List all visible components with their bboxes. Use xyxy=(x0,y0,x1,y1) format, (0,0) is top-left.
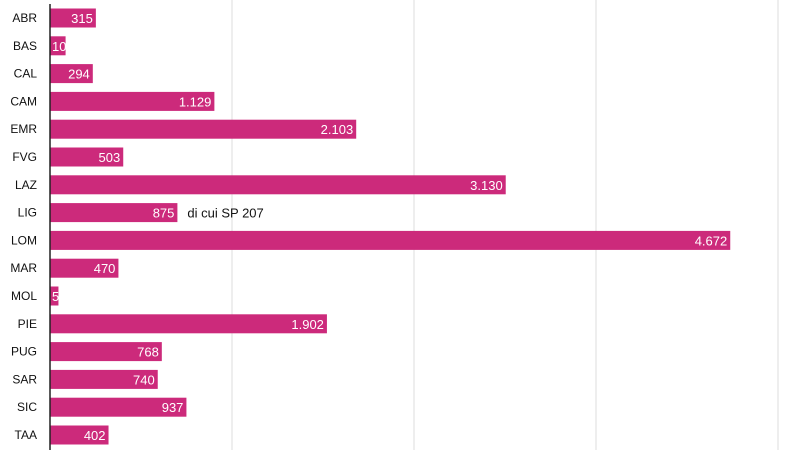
category-label-mol: MOL xyxy=(11,289,37,303)
value-label-lig: 875 xyxy=(153,206,175,221)
bar-bas xyxy=(50,36,66,56)
value-label-pug: 768 xyxy=(137,345,159,360)
category-label-mar: MAR xyxy=(10,261,37,275)
value-label-lom: 4.672 xyxy=(695,233,728,248)
category-label-lom: LOM xyxy=(11,233,37,247)
category-label-pug: PUG xyxy=(11,345,37,359)
bar-pug xyxy=(50,342,162,362)
value-label-mol: 58 xyxy=(52,289,66,304)
value-label-laz: 3.130 xyxy=(470,178,503,193)
value-label-bas: 107 xyxy=(52,39,74,54)
value-label-mar: 470 xyxy=(94,261,116,276)
bar-laz xyxy=(50,175,506,195)
value-label-fvg: 503 xyxy=(99,150,121,165)
value-label-cam: 1.129 xyxy=(179,94,212,109)
category-labels: ABR BAS CAL CAM EMR FVG LAZ LIG LOM MAR MOL PIE PUG S… xyxy=(10,11,37,442)
category-label-taa: TAA xyxy=(15,428,37,442)
value-label-sar: 740 xyxy=(133,372,155,387)
bar-layer xyxy=(50,8,731,445)
bar-fvg xyxy=(50,147,124,167)
category-label-fvg: FVG xyxy=(12,150,37,164)
grid-layer xyxy=(231,0,779,450)
value-labels: 315 107 294 1.129 2.103 503 3.130 875 4.672 470 58… xyxy=(52,11,727,443)
bar-abr xyxy=(50,8,96,28)
value-label-taa: 402 xyxy=(84,428,106,443)
bar-cal xyxy=(50,64,93,84)
bar-lom xyxy=(50,230,731,250)
value-label-cal: 294 xyxy=(68,67,90,82)
bar-lig xyxy=(50,203,178,223)
bar-mol xyxy=(50,286,59,306)
bar-sar xyxy=(50,369,158,389)
category-label-sar: SAR xyxy=(12,372,37,386)
category-label-cam: CAM xyxy=(10,94,37,108)
category-label-bas: BAS xyxy=(13,39,37,53)
value-label-sic: 937 xyxy=(162,400,184,415)
bar-sic xyxy=(50,397,187,417)
value-label-emr: 2.103 xyxy=(321,122,354,137)
bar-emr xyxy=(50,119,357,139)
annotations: di cui SP 207 xyxy=(187,206,263,221)
category-label-emr: EMR xyxy=(10,122,37,136)
category-label-pie: PIE xyxy=(18,317,37,331)
category-label-laz: LAZ xyxy=(15,178,37,192)
value-label-abr: 315 xyxy=(71,11,93,26)
bar-mar xyxy=(50,258,119,278)
category-label-sic: SIC xyxy=(17,400,37,414)
category-label-cal: CAL xyxy=(14,67,38,81)
category-label-abr: ABR xyxy=(12,11,37,25)
annotation-lig: di cui SP 207 xyxy=(187,206,263,221)
value-label-pie: 1.902 xyxy=(291,317,324,332)
bar-pie xyxy=(50,314,327,334)
category-label-lig: LIG xyxy=(18,206,37,220)
bar-taa xyxy=(50,425,109,445)
bar-cam xyxy=(50,91,215,111)
